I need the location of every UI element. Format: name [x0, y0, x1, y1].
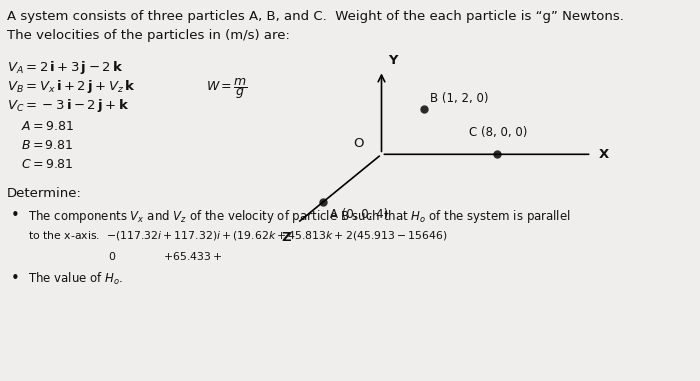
Text: The components $V_x$ and $V_z$ of the velocity of particle B such that $H_o$ of : The components $V_x$ and $V_z$ of the ve…	[28, 208, 570, 225]
Text: $V_B = V_x\,\mathbf{i} + 2\,\mathbf{j} + V_z\,\mathbf{k}$: $V_B = V_x\,\mathbf{i} + 2\,\mathbf{j} +…	[7, 78, 136, 95]
Text: •: •	[10, 271, 20, 285]
Text: $V_A = 2\,\mathbf{i} + 3\,\mathbf{j} - 2\,\mathbf{k}$: $V_A = 2\,\mathbf{i} + 3\,\mathbf{j} - 2…	[7, 59, 123, 76]
Text: •: •	[10, 208, 20, 223]
Text: O: O	[354, 138, 364, 150]
Text: A (0, 0, 4): A (0, 0, 4)	[330, 208, 388, 221]
Text: A system consists of three particles A, B, and C.  Weight of the each particle i: A system consists of three particles A, …	[7, 10, 624, 22]
Text: B (1, 2, 0): B (1, 2, 0)	[430, 92, 489, 105]
Text: $B = 9.81$: $B = 9.81$	[21, 139, 74, 152]
Text: Z: Z	[281, 231, 290, 243]
Text: The value of $H_o$.: The value of $H_o$.	[28, 271, 123, 287]
Text: $V_C = -3\,\mathbf{i} - 2\,\mathbf{j} + \mathbf{k}$: $V_C = -3\,\mathbf{i} - 2\,\mathbf{j} + …	[7, 97, 130, 114]
Text: Determine:: Determine:	[7, 187, 82, 200]
Text: $C = 9.81$: $C = 9.81$	[21, 158, 74, 171]
Text: $A = 9.81$: $A = 9.81$	[21, 120, 74, 133]
Text: The velocities of the particles in (m/s) are:: The velocities of the particles in (m/s)…	[7, 29, 290, 42]
Text: Y: Y	[389, 54, 398, 67]
Text: C (8, 0, 0): C (8, 0, 0)	[469, 126, 527, 139]
Text: to the x-axis.  $-(117.32i + 117.32)i + (19.62k + 45.813k + 2(45.913 - 15646)$: to the x-axis. $-(117.32i + 117.32)i + (…	[28, 229, 447, 242]
Text: $W = \dfrac{m}{g}$: $W = \dfrac{m}{g}$	[206, 76, 248, 101]
Text: $0$              $+ 65.433 +$: $0$ $+ 65.433 +$	[108, 250, 223, 261]
Text: X: X	[598, 148, 609, 161]
